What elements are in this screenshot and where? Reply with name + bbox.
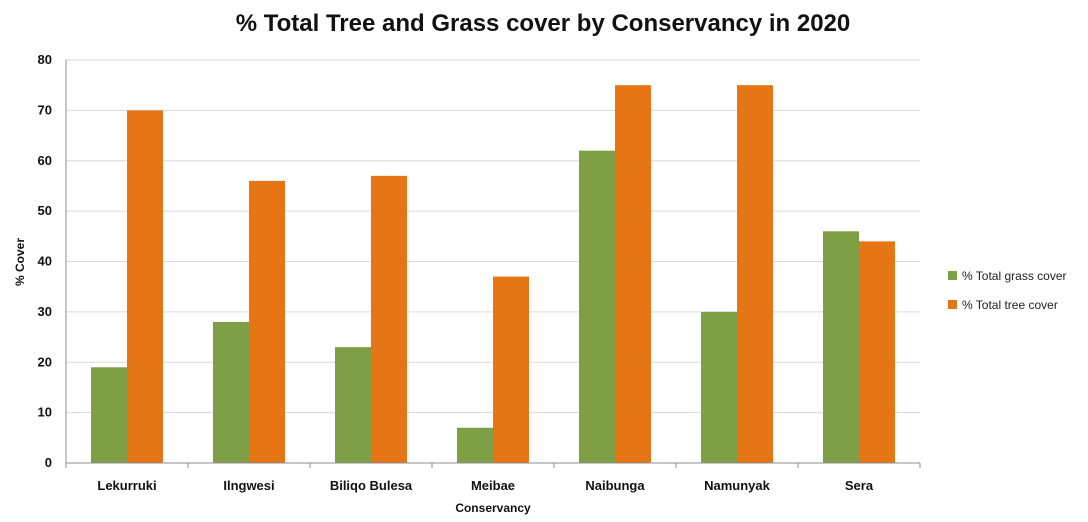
x-tick-label: Meibae: [471, 478, 515, 493]
grass-cover-bar-6: [823, 231, 859, 463]
y-tick-label: 0: [45, 455, 52, 470]
tree-cover-bar-4: [615, 85, 651, 463]
tree-cover-bar-5: [737, 85, 773, 463]
grass-cover-bar-5: [701, 311, 737, 463]
tree-cover-bar-3: [493, 276, 529, 463]
grass-cover-bar-2: [335, 347, 371, 463]
grass-cover-bar-1: [213, 321, 249, 463]
y-tick-label: 50: [38, 203, 52, 218]
legend-label-grass: % Total grass cover: [962, 269, 1067, 283]
y-tick-label: 60: [38, 153, 52, 168]
grass-cover-bar-4: [579, 150, 615, 464]
y-tick-label: 40: [38, 254, 52, 269]
legend-item-grass: % Total grass cover: [948, 269, 1067, 283]
tree-cover-bar-1: [249, 180, 285, 463]
legend-label-tree: % Total tree cover: [962, 298, 1058, 312]
tree-cover-bar-0: [127, 110, 163, 463]
tree-cover-bar-6: [859, 241, 895, 463]
y-axis-tick-labels: 0 10 20 30 40 50 60 70 80: [38, 52, 52, 470]
x-tick-label: Biliqo Bulesa: [330, 478, 413, 493]
x-tick-label: Sera: [845, 478, 874, 493]
chart-title: % Total Tree and Grass cover by Conserva…: [236, 10, 851, 37]
y-tick-label: 80: [38, 52, 52, 67]
x-tick-label: Ilngwesi: [223, 478, 274, 493]
tree-cover-bar-2: [371, 175, 407, 464]
y-tick-label: 20: [38, 354, 52, 369]
grass-cover-bar-3: [457, 427, 493, 463]
x-tick-label: Lekurruki: [97, 478, 156, 493]
y-tick-label: 70: [38, 102, 52, 117]
bars: [91, 85, 895, 464]
legend: % Total grass cover % Total tree cover: [948, 269, 1067, 312]
y-tick-label: 10: [38, 405, 52, 420]
axes: [65, 60, 920, 464]
y-axis-title: % Cover: [13, 238, 27, 286]
legend-item-tree: % Total tree cover: [948, 298, 1058, 312]
x-axis-title: Conservancy: [455, 501, 531, 515]
x-axis-tick-labels: Lekurruki Ilngwesi Biliqo Bulesa Meibae Naib…: [65, 463, 921, 493]
legend-swatch-grass: [948, 271, 957, 280]
y-tick-label: 30: [38, 304, 52, 319]
legend-swatch-tree: [948, 300, 957, 309]
x-tick-label: Naibunga: [585, 478, 645, 493]
grass-cover-bar-0: [91, 367, 127, 463]
x-tick-label: Namunyak: [704, 478, 771, 493]
